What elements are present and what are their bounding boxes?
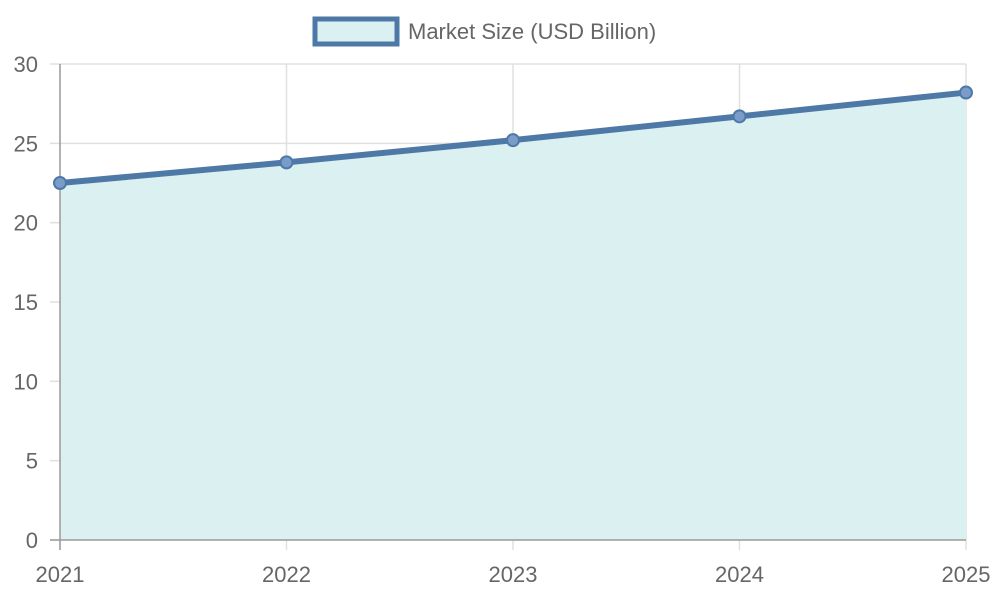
legend[interactable]: Market Size (USD Billion): [312, 16, 656, 47]
y-tick-label: 5: [26, 449, 38, 474]
y-tick-label: 10: [14, 369, 38, 394]
y-tick-label: 30: [14, 52, 38, 77]
data-point[interactable]: [279, 155, 294, 170]
area-layer: [60, 92, 966, 540]
area-fill: [60, 92, 966, 540]
y-tick-label: 15: [14, 290, 38, 315]
legend-swatch: [312, 16, 400, 47]
y-tick-label: 20: [14, 211, 38, 236]
x-tick-label: 2024: [715, 562, 764, 587]
data-point[interactable]: [506, 133, 520, 148]
legend-label: Market Size (USD Billion): [408, 19, 656, 44]
x-tick-label: 2021: [36, 562, 85, 587]
axes: [50, 64, 966, 550]
data-point[interactable]: [959, 85, 973, 100]
x-tick-label: 2022: [262, 562, 311, 587]
data-point[interactable]: [53, 176, 67, 190]
y-tick-label: 0: [26, 528, 38, 553]
x-tick-label: 2025: [942, 562, 991, 587]
data-point[interactable]: [732, 109, 747, 124]
y-tick-label: 25: [14, 131, 38, 156]
points-layer: [53, 85, 973, 190]
x-tick-label: 2023: [489, 562, 538, 587]
